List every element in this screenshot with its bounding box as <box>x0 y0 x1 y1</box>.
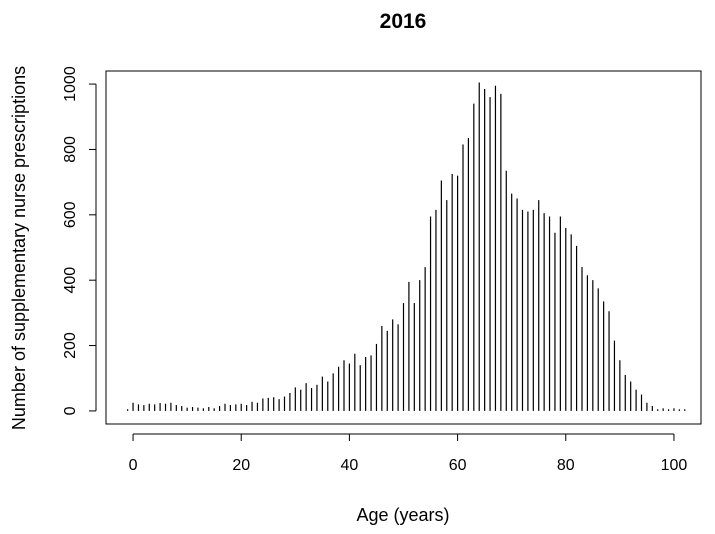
x-tick-label: 0 <box>129 457 138 474</box>
x-tick-label: 100 <box>661 457 688 474</box>
y-axis-label: Number of supplementary nurse prescripti… <box>9 66 29 430</box>
chart-title: 2016 <box>380 10 427 33</box>
y-tick-label: 800 <box>62 136 79 163</box>
x-axis: 0 20 40 60 80 100 <box>129 433 688 474</box>
x-tick-label: 80 <box>557 457 575 474</box>
y-tick-label: 400 <box>62 267 79 294</box>
y-axis: 0 200 400 600 800 1000 <box>62 66 97 415</box>
x-axis-label: Age (years) <box>356 505 449 525</box>
y-tick-label: 200 <box>62 332 79 359</box>
y-tick-label: 1000 <box>62 66 79 102</box>
plot-frame <box>105 70 702 425</box>
bars <box>127 82 686 411</box>
x-tick-label: 20 <box>232 457 250 474</box>
x-tick-label: 40 <box>341 457 359 474</box>
x-tick-label: 60 <box>449 457 467 474</box>
y-tick-label: 600 <box>62 201 79 228</box>
y-tick-label: 0 <box>62 406 79 415</box>
